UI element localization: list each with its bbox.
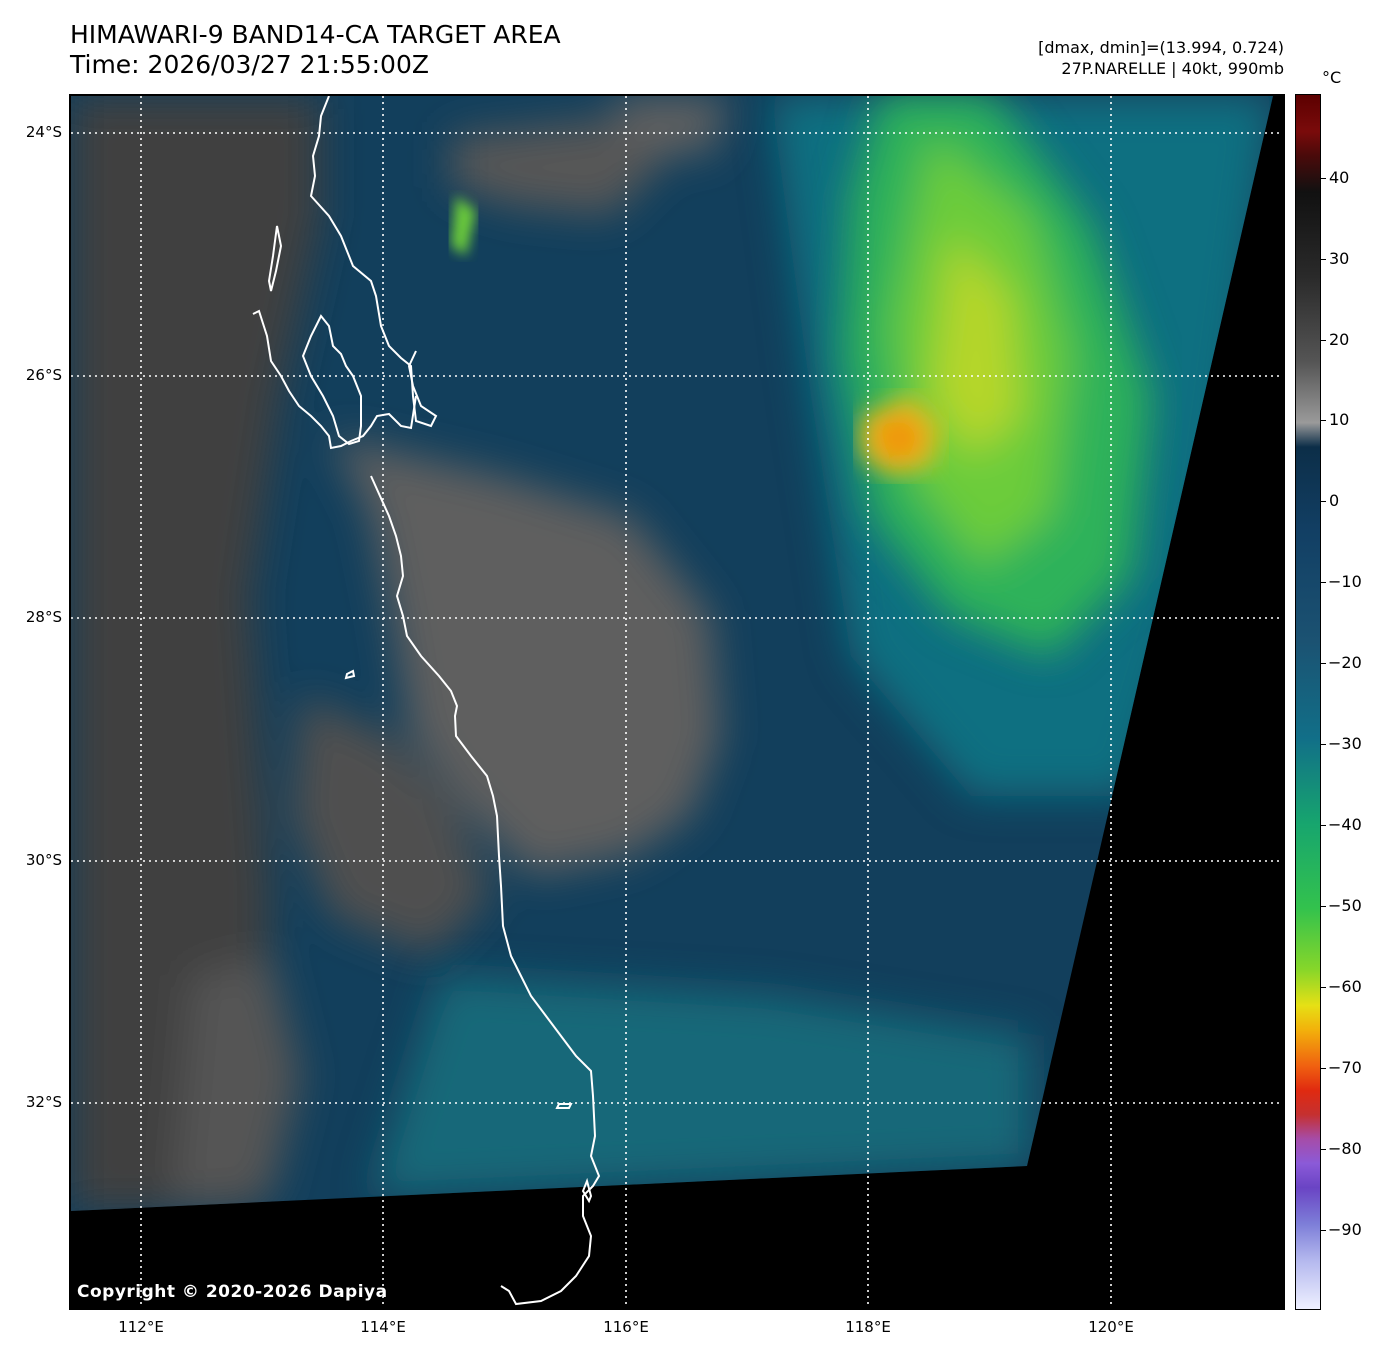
image-swath — [71, 96, 1273, 1211]
colorbar-label: −50 — [1328, 896, 1362, 915]
colorbar-label: 40 — [1329, 168, 1350, 187]
graticule — [71, 96, 1283, 1308]
colorbar-tick — [1321, 501, 1326, 502]
colorbar-tick — [1321, 987, 1326, 988]
satellite-map: Copyright © 2020-2026 Dapiya — [69, 94, 1285, 1310]
colorbar-label: −80 — [1328, 1139, 1362, 1158]
colorbar-tick — [1321, 178, 1326, 179]
colorbar-label: −40 — [1328, 815, 1362, 834]
lon-label: 112°E — [118, 1318, 164, 1336]
colorbar-label: 10 — [1329, 410, 1350, 429]
colorbar-label: 30 — [1329, 249, 1350, 268]
colorbar-label: −90 — [1328, 1220, 1362, 1239]
satellite-imagery — [71, 96, 1283, 1308]
colorbar-tick — [1321, 582, 1326, 583]
copyright-notice: Copyright © 2020-2026 Dapiya — [77, 1282, 388, 1302]
data-range-info: [dmax, dmin]=(13.994, 0.724) — [1038, 38, 1284, 57]
colorbar-label: 20 — [1329, 330, 1350, 349]
colorbar-tick — [1321, 1149, 1326, 1150]
coastline — [252, 96, 601, 1306]
lon-label: 120°E — [1088, 1318, 1134, 1336]
figure-title: HIMAWARI-9 BAND14-CA TARGET AREA — [70, 20, 561, 49]
colorbar-unit: °C — [1322, 68, 1342, 87]
colorbar-label: −10 — [1328, 572, 1362, 591]
lon-label: 118°E — [845, 1318, 891, 1336]
colorbar-tick — [1321, 420, 1326, 421]
lon-label: 116°E — [603, 1318, 649, 1336]
colorbar-tick — [1321, 259, 1326, 260]
lat-label: 32°S — [25, 1093, 62, 1111]
lat-label: 24°S — [25, 123, 62, 141]
colorbar-tick — [1321, 340, 1326, 341]
figure-time: Time: 2026/03/27 21:55:00Z — [70, 50, 429, 79]
storm-info: 27P.NARELLE | 40kt, 990mb — [1061, 59, 1284, 78]
lon-label: 114°E — [360, 1318, 406, 1336]
colorbar-label: 0 — [1329, 491, 1340, 510]
colorbar-label: −70 — [1328, 1058, 1362, 1077]
colorbar-tick — [1321, 1230, 1326, 1231]
colorbar-tick — [1321, 663, 1326, 664]
colorbar-tick — [1321, 906, 1326, 907]
colorbar-label: −30 — [1328, 734, 1362, 753]
colorbar-tick — [1321, 744, 1326, 745]
lat-label: 28°S — [25, 608, 62, 626]
lat-label: 26°S — [25, 366, 62, 384]
colorbar — [1295, 94, 1321, 1310]
lat-label: 30°S — [25, 851, 62, 869]
colorbar-label: −20 — [1328, 653, 1362, 672]
colorbar-label: −60 — [1328, 977, 1362, 996]
colorbar-tick — [1321, 825, 1326, 826]
colorbar-tick — [1321, 1068, 1326, 1069]
